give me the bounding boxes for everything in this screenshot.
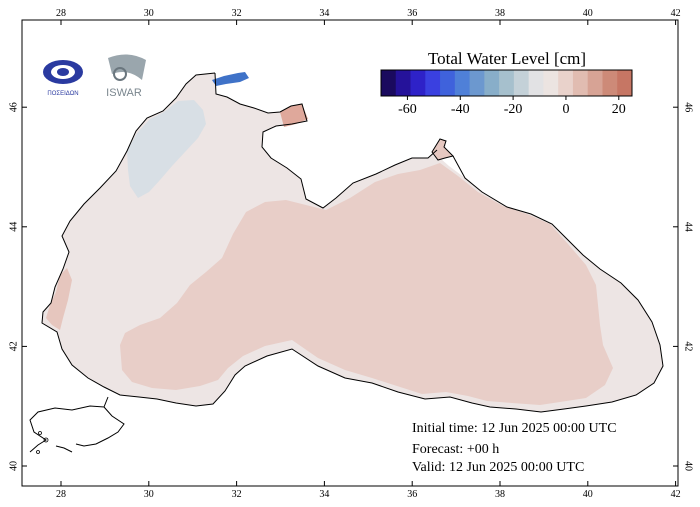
lon-ticks-bottom: 28 30 32 34 36 38 40 42: [56, 481, 681, 500]
hcmr-poseidon-logo: ΠΟΣΕΙΔΩΝ: [30, 50, 96, 100]
colorbar-tick-label: 0: [562, 102, 569, 117]
lat-tick-label-left: 44: [8, 222, 19, 232]
colorbar-swatch: [513, 70, 530, 96]
island-3: [38, 431, 42, 435]
lat-ticks-left: 40 42 44 46: [8, 102, 27, 471]
colorbar-swatch: [543, 70, 559, 96]
lat-tick-label-left: 46: [8, 102, 19, 112]
lon-tick-label-top: 40: [583, 8, 593, 19]
coastline: [41, 72, 664, 413]
forecast-text: Forecast: +00 h: [412, 442, 500, 457]
colorbar-swatch: [558, 70, 574, 96]
iswar-logo-icon: ISWAR: [106, 54, 146, 99]
colorbar-swatch: [617, 70, 633, 96]
colorbar-swatch: [395, 70, 412, 96]
valid-time-text: Valid: 12 Jun 2025 00:00 UTC: [412, 460, 585, 475]
iswar-logo: ISWAR: [98, 50, 152, 100]
island-1: [43, 437, 49, 443]
lon-tick-label-bottom: 32: [232, 489, 242, 500]
lon-tick-label-bottom: 38: [495, 489, 505, 500]
colorbar-swatch: [425, 70, 441, 96]
island-2: [36, 450, 40, 454]
colorbar: [380, 69, 633, 97]
colorbar-swatch: [410, 70, 426, 96]
lat-tick-label-right: 46: [683, 102, 694, 112]
lat-tick-label-right: 40: [683, 461, 694, 471]
sea-positive-field: [120, 163, 613, 405]
lon-tick-label-bottom: 40: [583, 489, 593, 500]
colorbar-tick-label: 20: [612, 102, 626, 117]
lon-tick-label-bottom: 30: [144, 489, 154, 500]
colorbar-tick-label: -20: [504, 102, 523, 117]
lon-tick-label-bottom: 36: [407, 489, 417, 500]
iswar-logo-text: ISWAR: [106, 87, 142, 99]
colorbar-swatch: [454, 70, 471, 96]
initial-time-text: Initial time: 12 Jun 2025 00:00 UTC: [412, 421, 617, 436]
colorbar-swatch: [528, 70, 544, 96]
colorbar-swatch: [469, 70, 485, 96]
lon-tick-label-top: 42: [671, 8, 681, 19]
lat-tick-label-right: 42: [683, 341, 694, 351]
colorbar-swatch: [587, 70, 603, 96]
kerch-inlet: [431, 138, 454, 161]
colorbar-border: [380, 69, 633, 97]
lon-tick-label-bottom: 42: [671, 489, 681, 500]
lat-tick-label-right: 44: [683, 222, 694, 232]
lon-tick-label-top: 36: [407, 8, 417, 19]
poseidon-logo-icon: ΠΟΣΕΙΔΩΝ: [43, 60, 83, 97]
colorbar-swatch: [381, 70, 397, 96]
lon-tick-label-top: 28: [56, 8, 66, 19]
lon-tick-label-top: 30: [144, 8, 154, 19]
sea-negative-field: [127, 100, 206, 198]
lon-tick-label-bottom: 28: [56, 489, 66, 500]
sea-positive-patch-west: [46, 268, 72, 330]
lat-tick-label-left: 40: [8, 461, 19, 471]
colorbar-labels: -60 -40 -20 0 20: [398, 96, 626, 117]
colorbar-tick-label: -60: [398, 102, 417, 117]
colorbar-title: Total Water Level [cm]: [428, 49, 586, 68]
colorbar-swatch: [440, 70, 456, 96]
colorbar-swatch: [484, 70, 500, 96]
sea-negative-patch-north: [212, 72, 249, 86]
lon-ticks-top: 28 30 32 34 36 38 40 42: [56, 8, 681, 25]
colorbar-swatch: [572, 70, 589, 96]
lat-tick-label-left: 42: [8, 341, 19, 351]
lon-tick-label-top: 32: [232, 8, 242, 19]
poseidon-logo-text: ΠΟΣΕΙΔΩΝ: [47, 91, 78, 97]
lat-ticks-right: 40 42 44 46: [673, 102, 694, 471]
sea-positive-patch-azov: [280, 104, 308, 127]
lon-tick-label-bottom: 34: [319, 489, 329, 500]
colorbar-swatch: [499, 70, 515, 96]
colorbar-swatch: [602, 70, 618, 96]
lon-tick-label-top: 34: [319, 8, 329, 19]
marmara-coast: [29, 396, 125, 453]
colorbar-tick-label: -40: [451, 102, 470, 117]
lon-tick-label-top: 38: [495, 8, 505, 19]
